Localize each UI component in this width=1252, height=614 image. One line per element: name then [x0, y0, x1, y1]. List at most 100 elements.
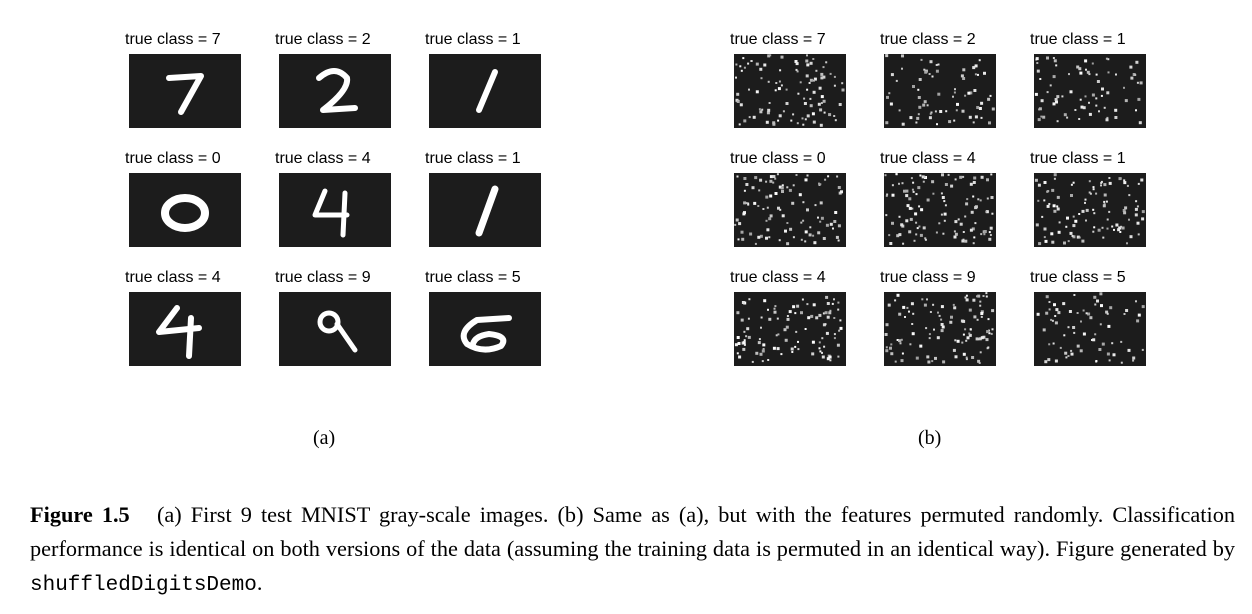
- permuted-pixel: [834, 211, 838, 214]
- permuted-pixel: [1050, 232, 1054, 236]
- permuted-pixel: [773, 310, 777, 314]
- permuted-pixel: [766, 206, 769, 209]
- permuted-pixel: [767, 80, 770, 83]
- permuted-pixel: [747, 203, 750, 206]
- permuted-pixel: [888, 234, 891, 237]
- permuted-pixel: [1085, 312, 1088, 315]
- permuted-pixel: [1052, 57, 1055, 59]
- permuted-pixel: [929, 60, 933, 64]
- permuted-pixel: [777, 206, 780, 210]
- permuted-pixel: [926, 198, 930, 202]
- permuted-pixel: [1127, 348, 1131, 352]
- permuted-pixel: [785, 88, 788, 91]
- permuted-pixel: [1062, 302, 1066, 306]
- permuted-pixel: [1101, 342, 1105, 346]
- permuted-pixel: [743, 330, 746, 333]
- permuted-pixel: [1043, 236, 1046, 239]
- permuted-pixel: [1105, 57, 1108, 60]
- permuted-pixel: [742, 341, 746, 345]
- permuted-pixel: [809, 78, 813, 82]
- permuted-pixel: [1106, 218, 1109, 221]
- permuted-pixel: [738, 123, 741, 126]
- permuted-pixel: [953, 91, 956, 94]
- permuted-image-cell: true class = 5: [1030, 268, 1150, 378]
- permuted-pixel: [1086, 70, 1090, 74]
- permuted-pixel: [1107, 71, 1110, 74]
- permuted-pixel: [1114, 116, 1118, 119]
- permuted-pixel: [895, 79, 898, 82]
- permuted-pixel: [980, 315, 983, 318]
- permuted-pixel: [968, 333, 972, 337]
- permuted-pixel: [1068, 310, 1072, 313]
- permuted-pixel: [953, 119, 956, 122]
- permuted-pixel: [802, 201, 805, 204]
- permuted-pixel: [941, 173, 944, 177]
- permuted-pixel: [885, 349, 889, 353]
- permuted-pixel: [953, 230, 956, 233]
- permuted-pixel: [1047, 358, 1051, 362]
- permuted-pixel: [985, 210, 988, 213]
- permuted-pixel: [1141, 217, 1145, 221]
- permuted-pixel: [800, 311, 803, 315]
- permuted-pixel: [745, 335, 748, 338]
- permuted-pixel: [737, 238, 740, 241]
- permuted-pixel: [768, 317, 772, 321]
- permuted-pixel: [1045, 295, 1049, 299]
- permuted-pixel: [906, 306, 909, 309]
- digit-image-cell: true class = 4: [125, 268, 245, 378]
- permuted-pixel: [1126, 242, 1128, 245]
- permuted-pixel: [973, 236, 976, 239]
- caption-text: (a) First 9 test MNIST gray-scale images…: [30, 502, 1235, 561]
- permuted-pixel: [747, 335, 751, 339]
- permuted-pixel: [991, 309, 995, 313]
- permuted-pixel: [1111, 342, 1114, 345]
- permuted-pixel: [1036, 69, 1040, 73]
- permuted-pixel: [777, 119, 780, 122]
- permuted-pixel: [737, 101, 740, 103]
- permuted-pixel: [935, 69, 939, 73]
- permuted-pixel: [929, 112, 932, 115]
- permuted-pixel: [980, 175, 984, 179]
- permuted-pixel: [936, 336, 940, 340]
- permuted-pixel: [781, 214, 785, 218]
- permuted-pixel: [776, 347, 780, 351]
- permuted-pixel: [743, 177, 747, 180]
- permuted-pixel: [967, 91, 971, 95]
- permuted-pixel: [1108, 181, 1112, 185]
- permuted-pixel: [839, 319, 842, 322]
- permuted-pixel: [1124, 99, 1128, 103]
- permuted-pixel: [961, 341, 964, 344]
- permuted-pixel: [898, 109, 901, 112]
- permuted-pixel: [835, 235, 839, 239]
- permuted-pixel: [1123, 313, 1126, 315]
- permuted-pixel: [926, 355, 930, 359]
- permuted-pixel: [1095, 360, 1098, 363]
- permuted-pixel: [815, 316, 819, 320]
- permuted-pixel: [736, 92, 740, 96]
- permuted-pixel: [809, 61, 813, 65]
- permuted-pixel: [1095, 104, 1098, 107]
- permuted-pixel: [898, 182, 900, 185]
- permuted-pixel: [826, 315, 830, 319]
- permuted-pixel: [1074, 109, 1077, 111]
- permuted-pixel: [898, 215, 901, 218]
- permuted-pixel: [1078, 213, 1081, 215]
- permuted-pixel: [811, 352, 815, 356]
- permuted-pixel: [1134, 74, 1137, 76]
- permuted-pixel: [974, 64, 978, 68]
- permuted-pixel: [937, 92, 941, 96]
- permuted-pixel: [838, 329, 841, 332]
- permuted-pixel: [988, 237, 992, 241]
- permuted-pixel: [801, 117, 804, 120]
- permuted-pixel: [791, 351, 794, 353]
- permuted-pixel: [945, 110, 948, 113]
- permuted-pixel: [757, 341, 761, 345]
- permuted-pixel: [940, 192, 943, 195]
- permuted-pixel: [1055, 100, 1058, 104]
- permuted-pixel: [1051, 188, 1055, 192]
- permuted-pixel: [991, 107, 995, 111]
- permuted-pixel: [819, 123, 823, 127]
- permuted-pixel: [1093, 226, 1096, 229]
- permuted-pixel: [1053, 209, 1057, 213]
- permuted-pixel: [754, 242, 757, 245]
